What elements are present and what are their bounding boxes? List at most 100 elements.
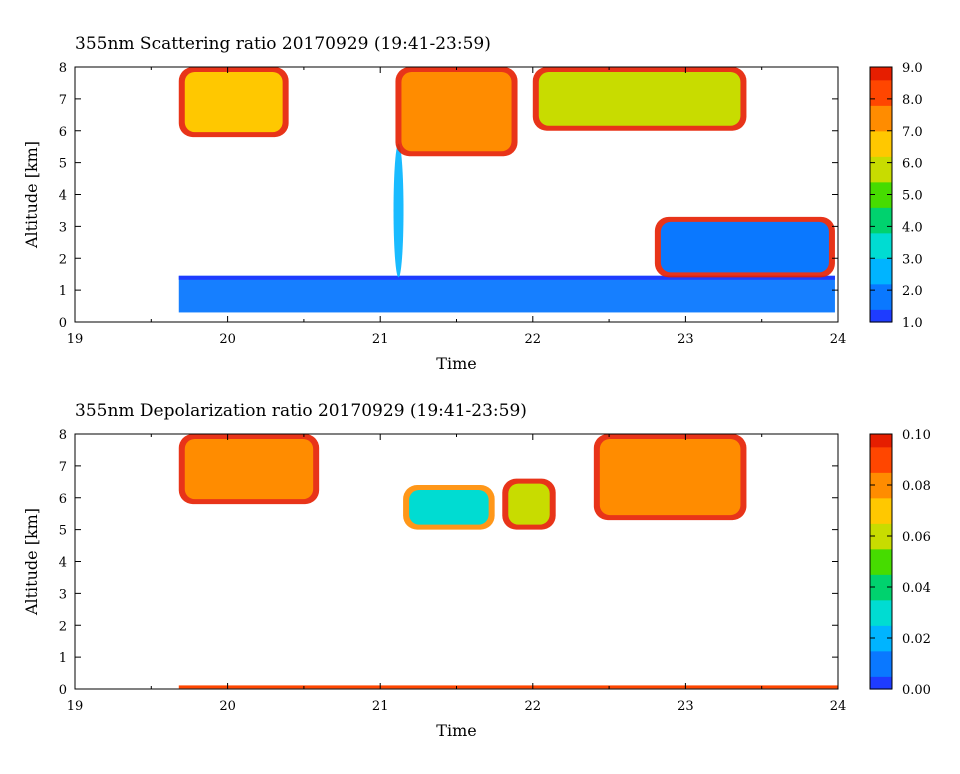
colorbar-segment: [870, 587, 892, 594]
x-tick-label: 23: [677, 332, 694, 347]
colorbar-segment: [870, 239, 892, 247]
x-tick-label: 21: [372, 699, 389, 714]
x-tick-label: 24: [830, 332, 847, 347]
colorbar-segment: [870, 194, 892, 202]
colorbar-segment: [870, 226, 892, 234]
colorbar-segment: [870, 638, 892, 645]
cloud-core: [184, 439, 314, 500]
colorbar-segment: [870, 663, 892, 671]
colorbar-segment: [870, 676, 892, 684]
colorbar-segment: [870, 73, 892, 81]
colorbar-segment: [870, 434, 892, 441]
colorbar-segment: [870, 290, 892, 298]
depolarization-ratio-panel: 355nm Depolarization ratio 20170929 (19:…: [0, 385, 960, 770]
scattering-ratio-panel: 355nm Scattering ratio 20170929 (19:41-2…: [0, 0, 960, 385]
aerosol-plume: [393, 143, 404, 278]
colorbar-segment: [870, 137, 892, 145]
colorbar-segment: [870, 302, 892, 310]
colorbar-segment: [870, 644, 892, 652]
x-tick-label: 21: [372, 332, 389, 347]
colorbar-segment: [870, 561, 892, 569]
colorbar-tick-label: 3.0: [902, 252, 923, 267]
cloud-core: [184, 72, 283, 133]
colorbar-tick-label: 0.06: [902, 530, 931, 545]
colorbar-segment: [870, 156, 892, 164]
colorbar-segment: [870, 283, 892, 291]
y-axis-label: Altitude [km]: [22, 141, 41, 249]
colorbar-tick-label: 6.0: [902, 157, 923, 172]
colorbar-segment: [870, 631, 892, 639]
colorbar-segment: [870, 446, 892, 454]
cloud-core: [599, 439, 741, 516]
y-tick-label: 4: [59, 189, 67, 204]
colorbar-segment: [870, 536, 892, 543]
colorbar-tick-label: 2.0: [902, 284, 923, 299]
x-tick-label: 22: [525, 699, 542, 714]
colorbar-segment: [870, 542, 892, 550]
colorbar-segment: [870, 143, 892, 151]
colorbar-tick-label: 8.0: [902, 93, 923, 108]
colorbar-segment: [870, 188, 892, 196]
cloud-core: [538, 72, 741, 126]
colorbar-segment: [870, 309, 892, 317]
colorbar-segment: [870, 296, 892, 304]
y-tick-label: 4: [59, 556, 67, 571]
cloud-core-core: [409, 490, 489, 525]
colorbar-segment: [870, 175, 892, 183]
colorbar-tick-label: 5.0: [902, 189, 923, 204]
x-tick-label: 23: [677, 699, 694, 714]
colorbar-segment: [870, 491, 892, 499]
y-tick-label: 2: [59, 252, 67, 267]
y-tick-label: 7: [59, 460, 67, 475]
colorbar-tick-label: 0.02: [902, 632, 931, 647]
colorbar-segment: [870, 92, 892, 100]
colorbar-segment: [870, 650, 892, 658]
cloud-core: [401, 72, 512, 152]
colorbar-segment: [870, 111, 892, 119]
colorbar-segment: [870, 574, 892, 582]
boundary-layer-top: [178, 275, 835, 280]
colorbar-segment: [870, 315, 892, 323]
colorbar-segment: [870, 497, 892, 505]
x-axis-label: Time: [436, 721, 476, 740]
x-tick-label: 19: [67, 332, 84, 347]
colorbar-segment: [870, 510, 892, 518]
chart-title: 355nm Scattering ratio 20170929 (19:41-2…: [75, 34, 491, 54]
colorbar-segment: [870, 86, 892, 94]
colorbar-tick-label: 7.0: [902, 125, 923, 140]
colorbar-segment: [870, 258, 892, 266]
colorbar-frame: [869, 433, 893, 690]
colorbar-segment: [870, 580, 892, 588]
chart-title: 355nm Depolarization ratio 20170929 (19:…: [75, 401, 527, 421]
colorbar-segment: [870, 245, 892, 253]
y-tick-label: 5: [59, 524, 67, 539]
y-tick-label: 8: [59, 428, 67, 443]
colorbar-segment: [870, 124, 892, 132]
colorbar-segment: [870, 529, 892, 537]
x-tick-label: 20: [219, 332, 236, 347]
colorbar-segment: [870, 277, 892, 285]
colorbar-segment: [870, 162, 892, 170]
y-tick-label: 2: [59, 619, 67, 634]
colorbar-segment: [870, 555, 892, 563]
colorbar-segment: [870, 567, 892, 575]
colorbar-segment: [870, 169, 892, 176]
y-tick-label: 3: [59, 587, 67, 602]
x-tick-label: 22: [525, 332, 542, 347]
y-tick-label: 5: [59, 157, 67, 172]
colorbar-tick-label: 1.0: [902, 316, 923, 331]
colorbar-segment: [870, 79, 892, 87]
colorbar-segment: [870, 251, 892, 259]
boundary-layer: [178, 275, 835, 313]
colorbar-tick-label: 9.0: [902, 61, 923, 76]
y-tick-label: 0: [59, 316, 67, 331]
y-tick-label: 1: [59, 284, 67, 299]
y-tick-label: 6: [59, 125, 67, 140]
colorbar-segment: [870, 181, 892, 189]
colorbar-segment: [870, 682, 892, 690]
colorbar-segment: [870, 118, 892, 125]
data-field: [178, 434, 838, 689]
y-tick-label: 6: [59, 492, 67, 507]
